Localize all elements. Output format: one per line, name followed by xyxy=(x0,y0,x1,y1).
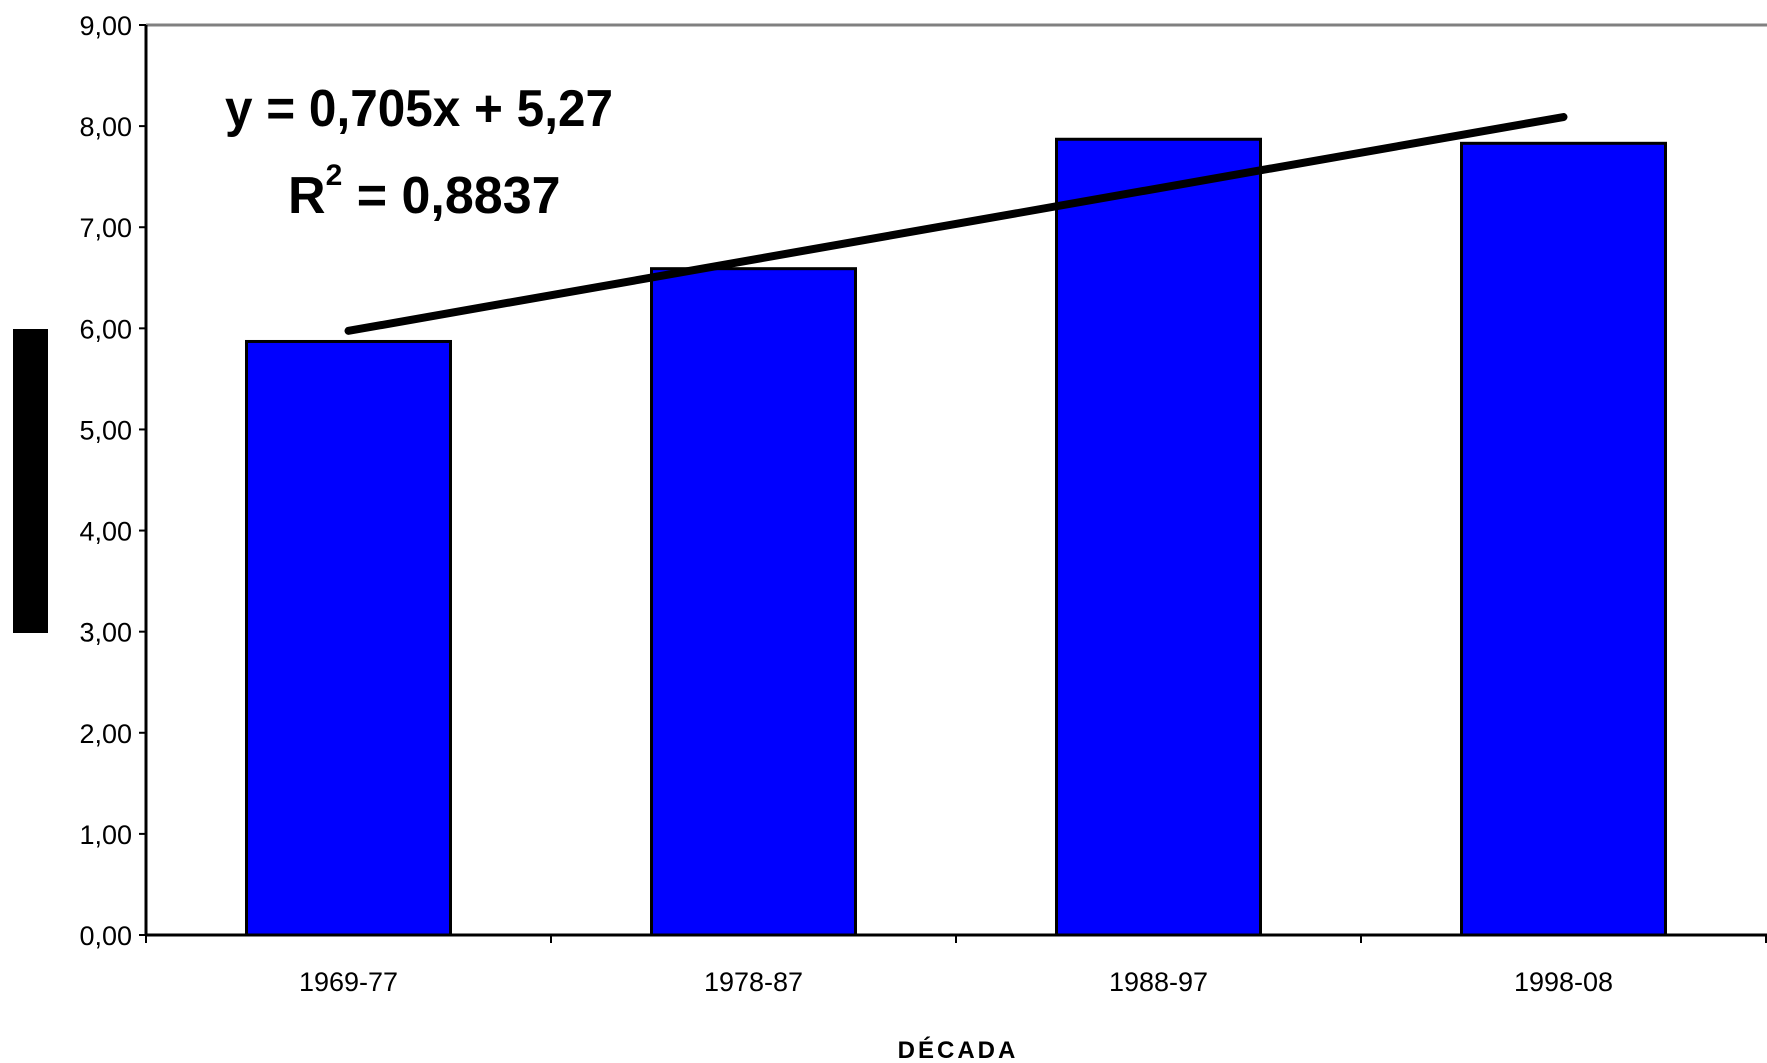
trend-line xyxy=(344,113,1568,335)
bars-group xyxy=(245,137,1667,937)
y-tick-label: 2,00 xyxy=(79,719,132,749)
x-tick-label-1998-08: 1998-08 xyxy=(1514,967,1613,997)
y-axis-label-block xyxy=(13,329,48,633)
bar-1988-97 xyxy=(1055,137,1262,937)
x-axis-title: DÉCADA xyxy=(898,1036,1019,1063)
y-tick-label: 3,00 xyxy=(79,618,132,648)
y-tick-label: 6,00 xyxy=(79,314,132,344)
r-squared-value: = 0,8837 xyxy=(342,167,560,225)
x-tick-label-1969-77: 1969-77 xyxy=(299,967,398,997)
x-tick-label-1978-87: 1978-87 xyxy=(704,967,803,997)
bar-1998-08 xyxy=(1460,141,1667,937)
r-squared-label: R2 = 0,8837 xyxy=(288,159,561,225)
y-tick-label: 1,00 xyxy=(79,820,132,850)
y-ticks-group: 0,00 1,00 2,00 3,00 4,00 5,00 6,00 7,00 8,00 9,00 xyxy=(79,11,146,951)
y-tick-label: 5,00 xyxy=(79,415,132,445)
trend-equation: y = 0,705x + 5,27 xyxy=(225,80,613,138)
r-squared-prefix: R xyxy=(288,167,326,225)
y-tick-label: 8,00 xyxy=(79,112,132,142)
r-squared-superscript: 2 xyxy=(326,159,343,192)
bar-1978-87 xyxy=(650,267,857,937)
y-tick-label: 4,00 xyxy=(79,517,132,547)
bar-1969-77 xyxy=(245,339,452,937)
x-ticks-group: 1969-77 1978-87 1988-97 1998-08 xyxy=(145,935,1767,997)
y-tick-label: 7,00 xyxy=(79,213,132,243)
y-tick-label: 0,00 xyxy=(79,921,132,951)
x-tick-label-1988-97: 1988-97 xyxy=(1109,967,1208,997)
y-tick-label: 9,00 xyxy=(79,11,132,41)
